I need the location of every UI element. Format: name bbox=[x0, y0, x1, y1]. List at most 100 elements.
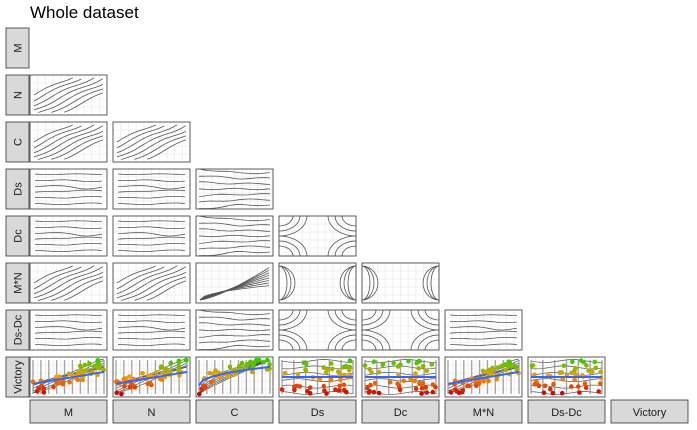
panel-victory-vs-mxn-point bbox=[448, 390, 454, 395]
panel-ds-dc-vs-dc-contour-0 bbox=[362, 310, 377, 321]
panel-victory-vs-ds-point bbox=[321, 365, 327, 370]
panel-victory-vs-dc-point bbox=[419, 391, 424, 396]
panel-ds-dc-vs-ds-contour-2 bbox=[279, 310, 308, 331]
panel-victory-vs-m-smooth-line bbox=[32, 370, 105, 385]
panel-ds-dc-vs-dc-contour-9 bbox=[424, 339, 439, 350]
panel-victory-vs-ds-point bbox=[341, 372, 347, 378]
panel-dc-vs-ds-contour-9 bbox=[341, 245, 356, 256]
panel-victory-vs-mxn-point bbox=[495, 365, 501, 370]
panel-victory-vs-ds-dc-point bbox=[557, 370, 562, 375]
panel-ds-dc-vs-c-contour-5 bbox=[198, 339, 271, 344]
panel-victory-vs-dc-point bbox=[413, 371, 418, 376]
panel-ds-vs-c-contour-5 bbox=[198, 198, 271, 203]
panel-victory-vs-c-point bbox=[201, 383, 206, 388]
panel-victory-vs-mxn bbox=[444, 356, 523, 398]
column-label-c: C bbox=[231, 407, 239, 419]
panel-ds-dc-vs-n-border bbox=[112, 309, 191, 351]
panel-c-vs-n bbox=[112, 121, 191, 163]
panel-c-vs-n-contour-3 bbox=[116, 125, 187, 158]
panel-victory-vs-c bbox=[195, 356, 274, 398]
panel-ds-dc-vs-dc-contour-3 bbox=[424, 310, 439, 321]
panel-n-vs-m-contour-6 bbox=[33, 77, 73, 96]
panel-victory-vs-dc-point bbox=[406, 358, 411, 364]
panel-victory-vs-ds-dc-point bbox=[532, 372, 537, 377]
panel-victory-vs-ds-point bbox=[295, 371, 301, 377]
panel-mxn-vs-m-contour-1 bbox=[51, 276, 104, 301]
row-strip-victory: Victory bbox=[5, 356, 30, 398]
column-label-mxn: M*N bbox=[473, 407, 494, 419]
panel-dc-vs-n-contour-0 bbox=[117, 220, 186, 222]
panel-c-vs-m-contour-0 bbox=[64, 139, 104, 160]
panel-ds-dc-vs-m-contour-3 bbox=[34, 330, 103, 334]
panel-ds-vs-m-contour-1 bbox=[34, 179, 103, 182]
panel-victory-vs-ds-dc-point bbox=[596, 389, 601, 394]
panel-ds-dc-vs-mxn-contour-4 bbox=[449, 337, 518, 340]
panel-victory-vs-m-border bbox=[29, 356, 108, 398]
panel-victory-vs-c-point bbox=[207, 370, 213, 376]
panel-dc-vs-n-contour-5 bbox=[117, 249, 186, 252]
panel-victory-vs-n-point bbox=[127, 374, 132, 379]
panel-victory-vs-n-point bbox=[114, 390, 119, 396]
panel-victory-vs-c-point bbox=[213, 368, 218, 373]
column-label-m: M bbox=[64, 407, 73, 419]
panel-dc-vs-m bbox=[29, 215, 108, 257]
panel-victory-vs-m-point bbox=[41, 386, 47, 391]
panel-victory-vs-mxn-point bbox=[514, 367, 519, 372]
row-strip-c: C bbox=[5, 121, 30, 163]
column-strip-m: M bbox=[29, 399, 108, 424]
panel-victory-vs-m-point bbox=[84, 367, 89, 373]
row-label-ds: Ds bbox=[13, 182, 25, 196]
panel-ds-dc-vs-dc bbox=[361, 309, 440, 351]
panel-victory-vs-ds-dc-point bbox=[536, 383, 542, 389]
row-label-dc: Dc bbox=[13, 229, 25, 243]
panel-victory-vs-dc-point bbox=[371, 389, 377, 395]
panel-victory-vs-ds-point bbox=[292, 387, 297, 393]
panel-mxn-vs-ds-contour-2 bbox=[279, 265, 296, 301]
panel-n-vs-m-border bbox=[29, 74, 108, 116]
panel-ds-dc-vs-c-contour-3 bbox=[198, 328, 271, 332]
panel-c-vs-n-contour-4 bbox=[116, 124, 178, 154]
panel-victory-vs-n-point bbox=[158, 365, 164, 370]
panel-n-vs-m-contour-4 bbox=[33, 77, 95, 107]
panel-victory-vs-dc-point bbox=[401, 378, 406, 384]
panel-victory-vs-ds-dc-point bbox=[577, 390, 582, 395]
panel-mxn-vs-m-contour-6 bbox=[33, 265, 73, 284]
panel-victory-vs-c-point bbox=[239, 360, 245, 366]
panel-ds-vs-m-contour-5 bbox=[34, 202, 103, 205]
panel-ds-dc-vs-mxn-contour-1 bbox=[449, 320, 518, 323]
panel-victory-vs-mxn-point bbox=[499, 363, 504, 369]
panel-victory-vs-dc-point bbox=[380, 361, 386, 367]
panel-ds-dc-vs-n bbox=[112, 309, 191, 351]
panel-victory-vs-m-point bbox=[97, 366, 102, 371]
panel-ds-vs-n-contour-3 bbox=[117, 189, 186, 193]
panel-victory-vs-dc-point bbox=[408, 377, 413, 382]
row-label-mxn: M*N bbox=[13, 272, 25, 293]
panel-victory-vs-ds-point bbox=[344, 389, 349, 395]
panel-victory-vs-dc-point bbox=[423, 385, 429, 390]
panel-victory-vs-m-point bbox=[36, 386, 41, 391]
panel-dc-vs-c-contour-3 bbox=[198, 234, 271, 238]
panel-ds-dc-vs-n-grid bbox=[113, 310, 190, 350]
panel-victory-vs-dc-point bbox=[416, 366, 421, 371]
column-strip-dc: Dc bbox=[361, 399, 440, 424]
panel-dc-vs-c-contour-2 bbox=[199, 228, 271, 232]
panel-dc-vs-ds-contour-11 bbox=[327, 235, 356, 256]
panel-dc-vs-m-contour-3 bbox=[34, 236, 103, 240]
column-label-n: N bbox=[148, 407, 156, 419]
panel-victory-vs-c-point bbox=[237, 364, 242, 369]
panel-victory-vs-ds-dc-point bbox=[583, 385, 589, 390]
panel-c-vs-m-border bbox=[29, 121, 108, 163]
panel-ds-dc-vs-mxn-border bbox=[444, 309, 523, 351]
panel-victory-vs-ds-point bbox=[347, 367, 352, 373]
panel-victory-vs-ds-point bbox=[338, 377, 343, 382]
panel-c-vs-n-contour-0 bbox=[147, 139, 187, 160]
panel-ds-dc-vs-ds-grid bbox=[279, 310, 356, 350]
panel-victory-vs-dc-point bbox=[433, 384, 438, 390]
panel-ds-dc-vs-ds-contour-3 bbox=[341, 310, 356, 321]
panel-dc-vs-n-contour-1 bbox=[117, 226, 186, 229]
panel-n-vs-m-contour-0 bbox=[64, 92, 104, 113]
panel-victory-vs-ds-point bbox=[297, 384, 303, 389]
panel-mxn-vs-ds-contour-3 bbox=[347, 265, 356, 301]
panel-ds-vs-c-contour-6 bbox=[199, 203, 271, 209]
panel-victory-vs-ds-point bbox=[336, 388, 342, 393]
